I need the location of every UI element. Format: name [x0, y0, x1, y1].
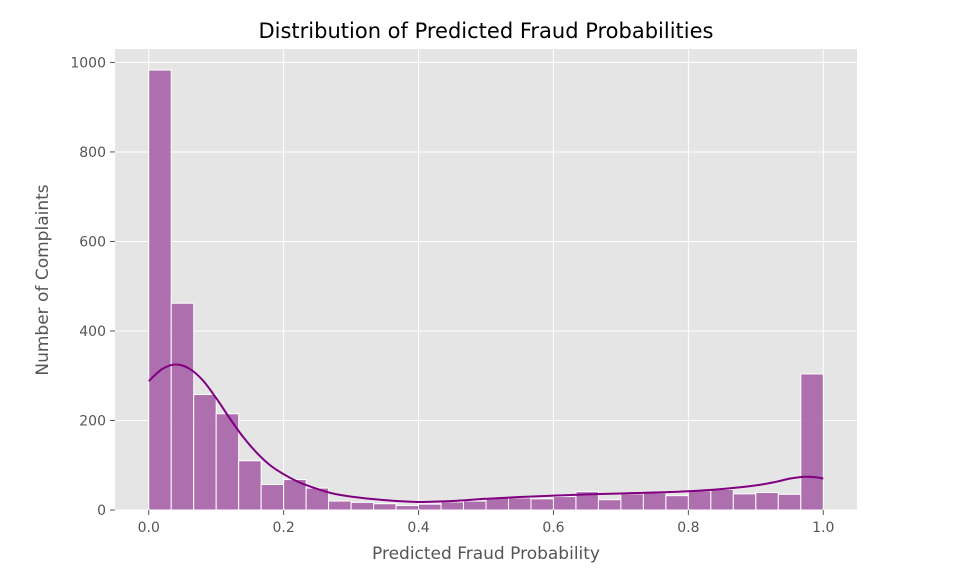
histogram-bar: [260, 483, 285, 511]
histogram-bar: [800, 373, 824, 511]
histogram-bar: [463, 500, 487, 511]
y-axis-ticks: 0 200 400 600 800 1000: [70, 55, 115, 519]
y-tick-label: 1000: [70, 55, 106, 71]
x-tick-label: 1.0: [812, 520, 834, 536]
x-tick-label: 0.0: [138, 520, 160, 536]
y-tick-label: 600: [79, 234, 106, 250]
histogram-bar: [238, 460, 262, 511]
chart-title: Distribution of Predicted Fraud Probabil…: [258, 19, 713, 43]
y-tick-label: 400: [79, 324, 106, 340]
histogram-bar: [777, 493, 802, 511]
histogram-bar: [732, 493, 757, 511]
x-tick-label: 0.8: [677, 520, 699, 536]
y-axis-label: Number of Complaints: [33, 184, 53, 375]
x-axis-label: Predicted Fraud Probability: [372, 544, 600, 564]
histogram-bar: [552, 496, 577, 511]
y-tick-label: 0: [97, 503, 106, 519]
histogram-bar: [710, 488, 734, 511]
histogram-bar: [395, 505, 420, 511]
histogram-bar: [170, 302, 195, 511]
histogram-bar: [148, 69, 172, 511]
kde-curve: [148, 363, 824, 503]
histogram-bar: [597, 499, 622, 511]
x-tick-label: 0.4: [407, 520, 429, 536]
y-tick-label: 800: [79, 145, 106, 161]
histogram-bar: [193, 394, 217, 511]
histogram-bar: [373, 503, 397, 511]
histogram-bar: [350, 501, 375, 511]
histogram-bar: [328, 500, 352, 511]
histogram-bar: [507, 497, 532, 511]
histogram-bars: [148, 69, 824, 511]
x-tick-label: 0.6: [542, 520, 564, 536]
histogram-bar: [755, 492, 779, 511]
histogram-bar: [687, 490, 712, 511]
x-axis-ticks: 0.0 0.2 0.4 0.6 0.8 1.0: [138, 510, 834, 536]
histogram-bar: [665, 495, 689, 511]
histogram-bar: [530, 498, 554, 511]
histogram-bar: [620, 493, 644, 511]
x-tick-label: 0.2: [273, 520, 295, 536]
histogram-bar: [418, 503, 442, 511]
histogram-bar: [215, 413, 240, 511]
histogram-bar: [440, 501, 465, 511]
y-tick-label: 200: [79, 413, 106, 429]
histogram-bar: [642, 492, 667, 511]
